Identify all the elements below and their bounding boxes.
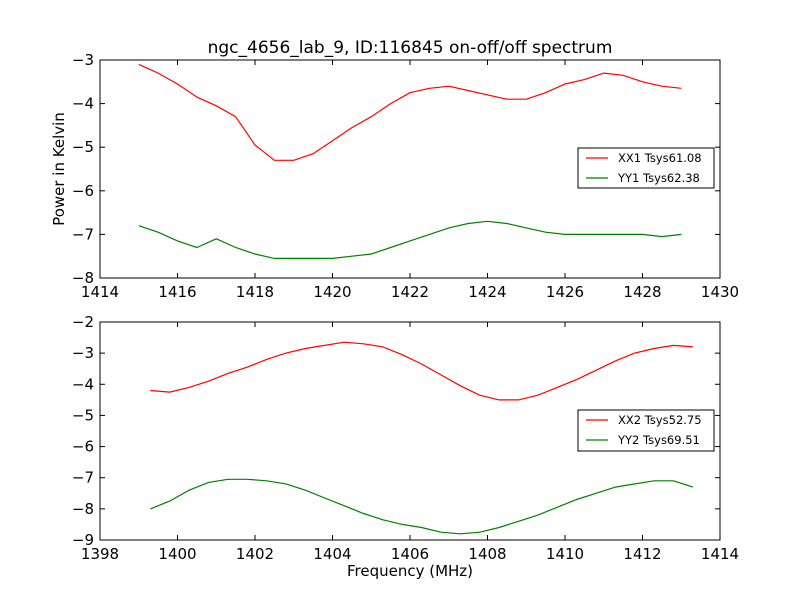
y-tick-label: −2: [72, 313, 94, 331]
x-tick-label: 1410: [546, 545, 584, 563]
plots: 1414 1416 1418 1420 1422 1424 1426 1428 1430 −8 −7…: [50, 51, 739, 580]
y-tick-label: −7: [72, 469, 94, 487]
y-tick-label: −4: [72, 95, 94, 113]
x-tick-label: 1404: [313, 545, 351, 563]
legend-box: [577, 147, 715, 189]
series-line-2-2: [150, 478, 694, 535]
y-tick-label: −9: [72, 531, 94, 549]
series-line-1-2: [138, 220, 682, 259]
subplot-1: 1414 1416 1418 1420 1422 1424 1426 1428 1430 −8 −7…: [50, 51, 739, 301]
y-tick-label: −5: [72, 138, 94, 156]
x-tick-label: 1424: [468, 283, 506, 301]
x-tick-label: 1416: [158, 283, 196, 301]
x-tick-label: 1430: [701, 283, 739, 301]
x-tick-label: 1418: [236, 283, 274, 301]
y-tick-label: −7: [72, 225, 94, 243]
x-tick-label: 1398: [81, 545, 119, 563]
y-tick-label: −4: [72, 375, 94, 393]
y-tick-label: −8: [72, 269, 94, 287]
y-tick-label: −6: [72, 438, 94, 456]
legend-box: [577, 409, 715, 452]
y-tick-label: −5: [72, 406, 94, 424]
y-tick-label: −3: [72, 51, 94, 69]
legend-label: YY2 Tsys69.51: [617, 433, 700, 447]
x-tick-label: 1406: [391, 545, 429, 563]
legend: XX1 Tsys61.08 YY1 Tsys62.38: [577, 147, 715, 189]
chart-title: ngc_4656_lab_9, ID:116845 on-off/off spe…: [208, 38, 613, 58]
legend-label: XX1 Tsys61.08: [618, 151, 702, 165]
legend-label: YY1 Tsys62.38: [617, 171, 700, 185]
x-tick-label: 1414: [701, 545, 739, 563]
x-tick-label: 1402: [236, 545, 274, 563]
series-line-2-1: [150, 341, 693, 401]
y-tick-label: −3: [72, 344, 94, 362]
x-tick-label: 1428: [623, 283, 661, 301]
subplot-2: 1398 1400 1402 1404 1406 1408 1410 1412 1414 −9 −8…: [72, 313, 739, 580]
x-tick-label: 1422: [391, 283, 429, 301]
x-axis-label: Frequency (MHz): [347, 562, 473, 580]
y-tick-label: −6: [72, 182, 94, 200]
x-tick-label: 1412: [623, 545, 661, 563]
series-line-1-1: [138, 63, 682, 161]
x-tick-label: 1420: [313, 283, 351, 301]
legend: XX2 Tsys52.75 YY2 Tsys69.51: [577, 409, 715, 452]
y-axis-label: Power in Kelvin: [50, 112, 68, 226]
legend-label: XX2 Tsys52.75: [618, 413, 702, 427]
x-tick-label: 1400: [158, 545, 196, 563]
y-tick-label: −8: [72, 500, 94, 518]
x-tick-label: 1426: [546, 283, 584, 301]
x-tick-label: 1414: [81, 283, 119, 301]
x-tick-label: 1408: [468, 545, 506, 563]
